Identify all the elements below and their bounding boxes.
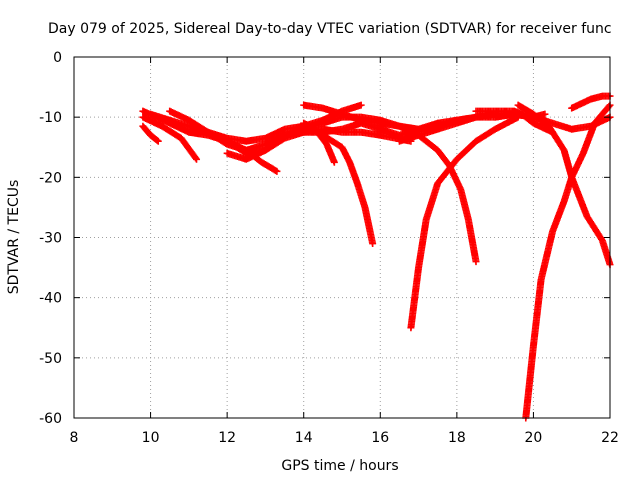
y-tick-label: -60 <box>39 411 62 427</box>
data-points <box>139 92 614 422</box>
y-tick-label: -40 <box>39 291 62 307</box>
x-tick-label: 12 <box>218 430 236 446</box>
data-point-marker <box>369 240 377 248</box>
x-tick-label: 10 <box>142 430 160 446</box>
series-track-17 <box>514 101 614 269</box>
series-track-10 <box>319 131 377 248</box>
data-point-marker <box>472 258 480 266</box>
x-tick-label: 18 <box>448 430 466 446</box>
data-point-marker <box>605 102 613 110</box>
data-point-marker <box>193 155 201 163</box>
series-track-1 <box>139 122 162 145</box>
y-axis-label: SDTVAR / TECUs <box>6 180 22 295</box>
x-tick-label: 8 <box>70 430 79 446</box>
series-track-2 <box>139 113 201 163</box>
x-tick-label: 14 <box>295 430 313 446</box>
series-track-18 <box>568 92 614 112</box>
series-track-16 <box>522 101 614 422</box>
x-tick-label: 22 <box>601 430 619 446</box>
series-track-6 <box>204 101 365 145</box>
y-tick-label: -10 <box>39 110 62 126</box>
y-tick-label: -50 <box>39 351 62 367</box>
data-point-marker <box>330 158 338 166</box>
data-point-marker <box>192 154 200 162</box>
data-point-marker <box>357 101 365 109</box>
x-tick-label: 16 <box>371 430 389 446</box>
data-point-marker <box>154 137 162 145</box>
data-point-marker <box>541 110 549 118</box>
y-tick-label: -20 <box>39 170 62 186</box>
y-tick-label: -30 <box>39 231 62 247</box>
data-point-marker <box>153 136 161 144</box>
data-point-marker <box>273 167 281 175</box>
axis-ticks: 8 10 12 14 16 18 20 22 -60 -50 -40 -30 -20 -10 0 <box>39 50 619 446</box>
series-track-13 <box>407 113 522 332</box>
y-tick-label: 0 <box>53 50 62 66</box>
chart-title: Day 079 of 2025, Sidereal Day-to-day VTE… <box>48 21 612 37</box>
x-tick-label: 20 <box>525 430 543 446</box>
x-axis-label: GPS time / hours <box>281 458 398 474</box>
